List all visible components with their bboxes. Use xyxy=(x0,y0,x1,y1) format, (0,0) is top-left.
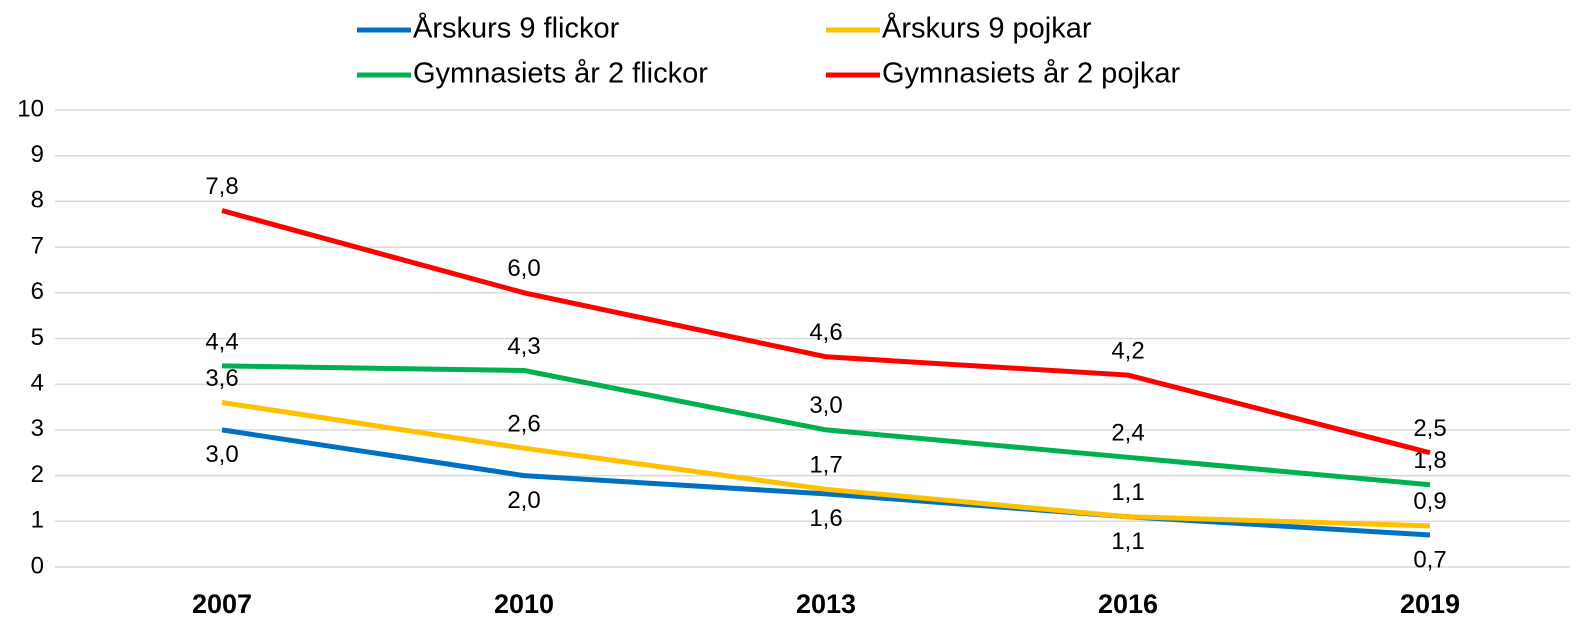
data-label: 6,0 xyxy=(507,255,540,282)
data-label: 2,6 xyxy=(507,411,540,438)
data-label: 0,9 xyxy=(1413,488,1446,515)
y-tick-label: 10 xyxy=(17,95,44,122)
data-label: 4,4 xyxy=(205,328,238,355)
data-label: 1,1 xyxy=(1111,528,1144,555)
y-tick-label: 1 xyxy=(31,507,44,534)
data-label: 2,0 xyxy=(507,487,540,514)
data-label: 0,7 xyxy=(1413,546,1446,573)
data-label: 3,0 xyxy=(809,392,842,419)
legend-label: Årskurs 9 flickor xyxy=(413,12,620,45)
data-label: 3,0 xyxy=(205,441,238,468)
legend-label: Årskurs 9 pojkar xyxy=(882,12,1092,45)
y-tick-label: 2 xyxy=(31,461,44,488)
y-tick-label: 7 xyxy=(31,232,44,259)
y-tick-label: 9 xyxy=(31,141,44,168)
data-label: 4,6 xyxy=(809,319,842,346)
data-label: 1,7 xyxy=(809,452,842,479)
data-label: 7,8 xyxy=(205,173,238,200)
legend-label: Gymnasiets år 2 pojkar xyxy=(882,58,1181,90)
y-tick-label: 8 xyxy=(31,187,44,214)
series-line xyxy=(221,208,1431,456)
y-tick-label: 5 xyxy=(31,324,44,351)
y-tick-label: 4 xyxy=(31,370,44,397)
data-label: 2,5 xyxy=(1413,415,1446,442)
data-label: 3,6 xyxy=(205,365,238,392)
data-label: 4,2 xyxy=(1111,337,1144,364)
y-tick-label: 6 xyxy=(31,278,44,305)
x-tick-label: 2007 xyxy=(192,589,252,619)
x-tick-label: 2010 xyxy=(494,589,554,619)
data-label: 4,3 xyxy=(507,333,540,360)
data-label: 1,1 xyxy=(1111,479,1144,506)
x-tick-label: 2016 xyxy=(1098,589,1158,619)
x-tick-label: 2013 xyxy=(796,589,856,619)
series-line xyxy=(221,427,1431,538)
x-tick-label: 2019 xyxy=(1400,589,1460,619)
y-tick-label: 0 xyxy=(31,552,44,579)
legend-label: Gymnasiets år 2 flickor xyxy=(413,58,708,90)
data-label: 1,6 xyxy=(809,505,842,532)
series-line xyxy=(221,400,1431,529)
series-line xyxy=(221,363,1431,488)
data-label: 2,4 xyxy=(1111,420,1144,447)
y-tick-label: 3 xyxy=(31,415,44,442)
